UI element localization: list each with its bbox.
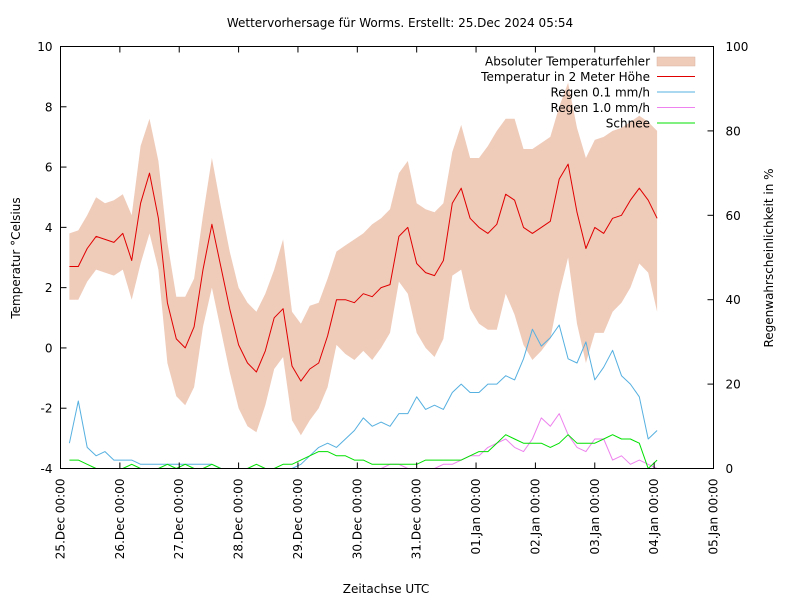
legend-label: Temperatur in 2 Meter Höhe <box>480 70 650 84</box>
x-axis-label: Zeitachse UTC <box>343 582 429 596</box>
x-tick-label: 28.Dec 00:00 <box>232 479 246 560</box>
y-tick-label: 2 <box>45 281 53 295</box>
y2-axis-label: Regenwahrscheinlichkeit in % <box>762 168 776 347</box>
y2-tick-label: 80 <box>726 124 741 138</box>
legend-swatch <box>656 56 696 67</box>
y-axis-label: Temperatur °Celsius <box>9 197 23 319</box>
x-tick-label: 26.Dec 00:00 <box>113 479 127 560</box>
y-tick-label: 6 <box>45 161 53 175</box>
y-tick-label: 4 <box>45 221 53 235</box>
x-tick-label: 01.Jan 00:00 <box>469 479 483 555</box>
x-axis: 25.Dec 00:00 26.Dec 00:00 27.Dec 00:00 28.D… <box>54 46 721 560</box>
y-tick-label: -4 <box>41 462 53 476</box>
y2-tick-label: 100 <box>726 40 749 54</box>
x-tick-label: 02.Jan 00:00 <box>528 479 542 555</box>
legend-label: Regen 1.0 mm/h <box>550 101 650 115</box>
x-tick-label: 29.Dec 00:00 <box>291 479 305 560</box>
x-tick-label: 03.Jan 00:00 <box>588 479 602 555</box>
y-axis-left: 10 8 6 4 2 0 -2 -4 <box>37 40 67 476</box>
snow-line <box>69 434 658 469</box>
x-tick-label: 05.Jan 00:00 <box>707 479 721 555</box>
plot-frame <box>60 46 714 469</box>
y-axis-right: 100 80 60 40 20 0 <box>707 40 749 476</box>
y-tick-label: -2 <box>41 402 53 416</box>
temperature-error-band <box>69 82 658 436</box>
y-tick-label: 0 <box>45 341 53 355</box>
y2-tick-label: 60 <box>726 209 741 223</box>
x-tick-label: 30.Dec 00:00 <box>350 479 364 560</box>
y2-tick-label: 0 <box>726 462 734 476</box>
y2-tick-label: 20 <box>726 378 741 392</box>
legend-label: Regen 0.1 mm/h <box>550 86 650 100</box>
y-tick-label: 10 <box>37 40 52 54</box>
plot-area <box>68 82 658 469</box>
y-tick-label: 8 <box>45 100 53 114</box>
x-tick-label: 25.Dec 00:00 <box>54 479 68 560</box>
legend-label: Schnee <box>606 117 650 131</box>
x-tick-label: 04.Jan 00:00 <box>647 479 661 555</box>
x-tick-label: 31.Dec 00:00 <box>410 479 424 560</box>
chart-title: Wettervorhersage für Worms. Erstellt: 25… <box>227 16 573 30</box>
temperature-line <box>69 163 658 382</box>
legend-label: Absoluter Temperaturfehler <box>485 55 650 69</box>
x-tick-label: 27.Dec 00:00 <box>172 479 186 560</box>
y2-tick-label: 40 <box>726 293 741 307</box>
